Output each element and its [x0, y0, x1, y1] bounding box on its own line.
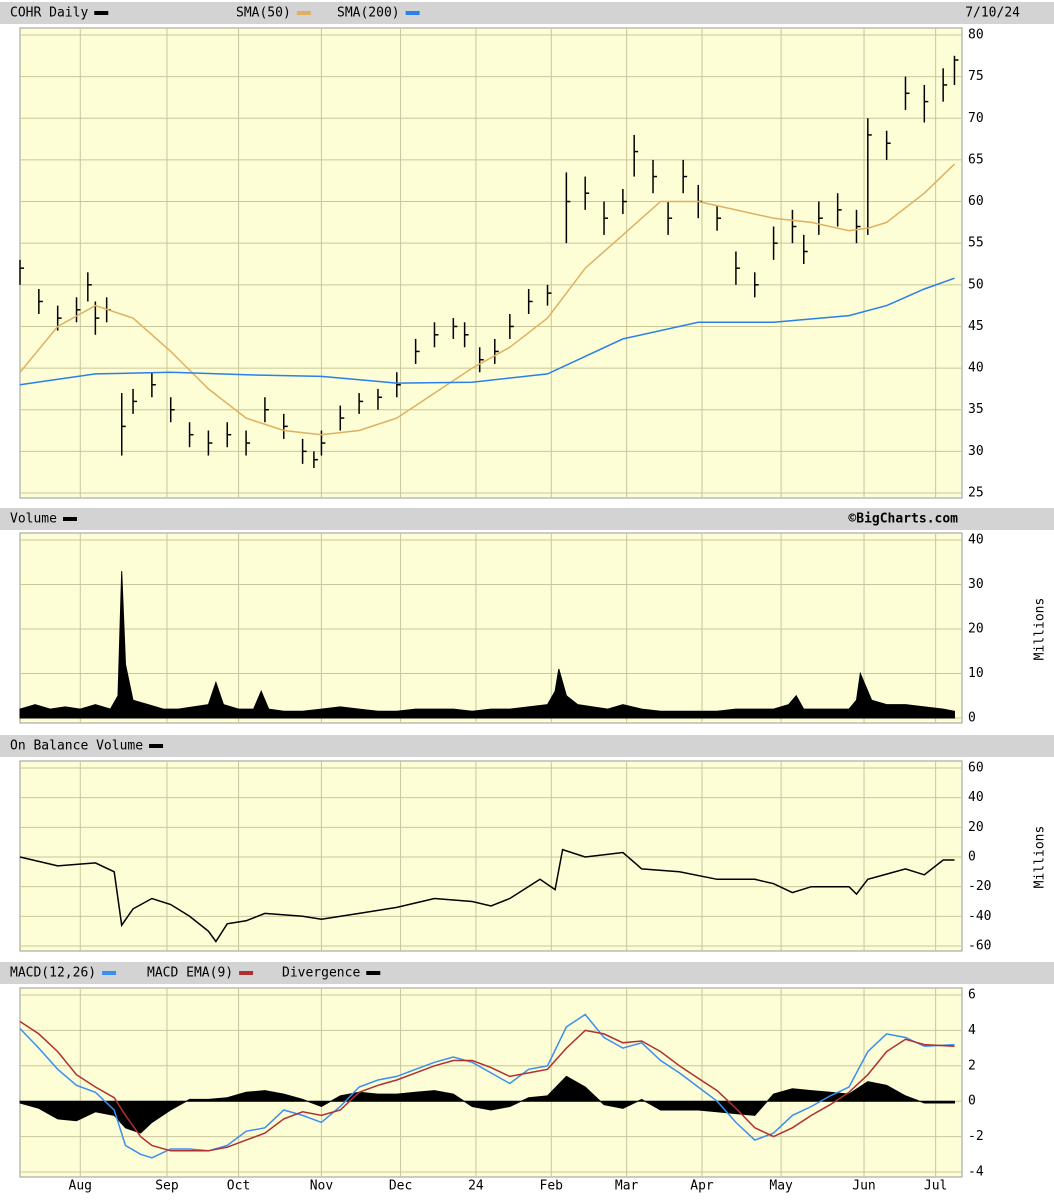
- y-tick-label: -40: [968, 909, 991, 924]
- y-tick-label: 75: [968, 69, 984, 84]
- x-tick-label: Aug: [69, 1179, 92, 1194]
- y-tick-label: -4: [968, 1165, 984, 1180]
- plot-area: [19, 760, 963, 952]
- series-line: [19, 1020, 955, 1152]
- y-tick-label: 0: [968, 711, 976, 726]
- panel-header: [0, 508, 1054, 530]
- x-tick-label: Oct: [227, 1179, 250, 1194]
- legend-swatch: [149, 744, 164, 748]
- y-tick-label: 65: [968, 152, 984, 167]
- legend-label: COHR Daily: [10, 6, 88, 21]
- x-tick-label: Jun: [852, 1179, 875, 1194]
- legend-swatch: [405, 11, 420, 15]
- y-tick-label: 80: [968, 28, 984, 43]
- y-tick-label: -2: [968, 1129, 984, 1144]
- y-tick-label: 70: [968, 111, 984, 126]
- legend-label: SMA(50): [236, 6, 291, 21]
- x-tick-label: Nov: [310, 1179, 334, 1194]
- y-tick-label: 30: [968, 577, 984, 592]
- plot-area: [19, 532, 963, 724]
- panel-header: [0, 735, 1054, 757]
- x-tick-label: Dec: [389, 1179, 412, 1194]
- legend-label: Divergence: [282, 966, 360, 981]
- plot-area: [19, 27, 963, 499]
- y-axis-label: Millions: [1033, 598, 1048, 661]
- legend-label: Volume: [10, 512, 57, 527]
- legend-swatch: [296, 11, 311, 15]
- source-label: ©BigCharts.com: [848, 512, 958, 527]
- y-tick-label: 50: [968, 277, 984, 292]
- series-line: [19, 163, 956, 436]
- y-tick-label: 35: [968, 402, 984, 417]
- y-tick-label: 0: [968, 850, 976, 865]
- series-area: [19, 1075, 955, 1134]
- x-tick-label: 24: [468, 1179, 484, 1194]
- y-tick-label: 40: [968, 361, 984, 376]
- legend-swatch: [239, 971, 254, 975]
- y-tick-label: -20: [968, 879, 991, 894]
- y-tick-label: 2: [968, 1058, 976, 1073]
- y-tick-label: 45: [968, 319, 984, 334]
- series-area: [19, 571, 955, 719]
- series-line: [19, 1013, 955, 1159]
- legend-swatch: [366, 971, 381, 975]
- legend-swatch: [62, 517, 77, 521]
- legend-label: MACD EMA(9): [147, 966, 233, 981]
- y-tick-label: 25: [968, 486, 984, 501]
- x-tick-label: May: [769, 1179, 793, 1194]
- y-tick-label: -60: [968, 939, 991, 954]
- y-tick-label: 0: [968, 1094, 976, 1109]
- y-tick-label: 4: [968, 1023, 976, 1038]
- legend-label: MACD(12,26): [10, 966, 96, 981]
- legend-label: SMA(200): [337, 6, 400, 21]
- y-tick-label: 20: [968, 820, 984, 835]
- y-axis-label: Millions: [1033, 826, 1048, 889]
- y-tick-label: 30: [968, 444, 984, 459]
- x-tick-label: Mar: [615, 1179, 639, 1194]
- y-tick-label: 60: [968, 761, 984, 776]
- series-line: [19, 277, 955, 386]
- x-tick-label: Jul: [924, 1179, 947, 1194]
- panel-header: [0, 2, 1054, 24]
- x-tick-label: Apr: [690, 1179, 714, 1194]
- y-tick-label: 60: [968, 194, 984, 209]
- series-line: [19, 848, 955, 943]
- y-tick-label: 40: [968, 533, 984, 548]
- y-tick-label: 40: [968, 790, 984, 805]
- y-tick-label: 6: [968, 988, 976, 1003]
- y-tick-label: 10: [968, 666, 984, 681]
- y-tick-label: 20: [968, 622, 984, 637]
- panel-header: [0, 962, 1054, 984]
- y-tick-label: 55: [968, 236, 984, 251]
- legend-swatch: [94, 11, 109, 15]
- x-tick-label: Feb: [540, 1179, 564, 1194]
- legend-swatch: [102, 971, 117, 975]
- chart-date: 7/10/24: [965, 6, 1020, 21]
- x-tick-label: Sep: [155, 1179, 179, 1194]
- legend-label: On Balance Volume: [10, 739, 143, 754]
- plot-area: [19, 987, 963, 1178]
